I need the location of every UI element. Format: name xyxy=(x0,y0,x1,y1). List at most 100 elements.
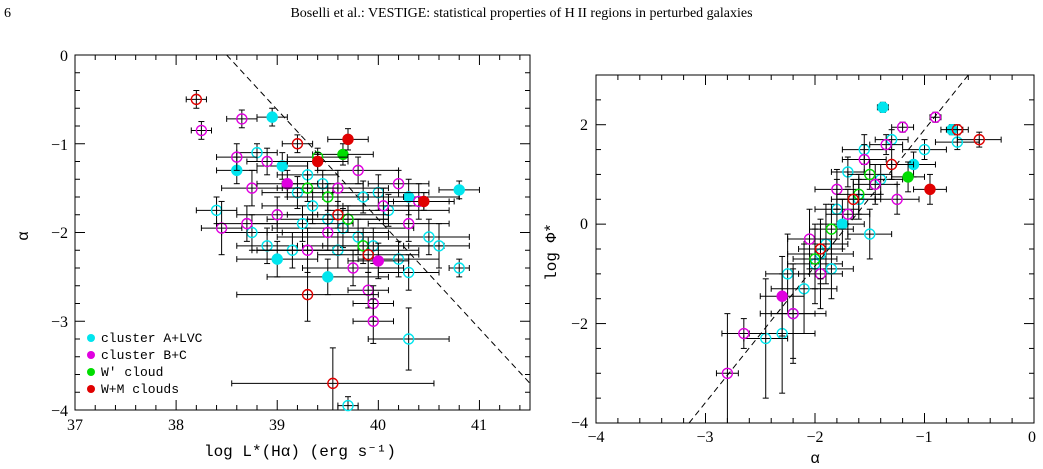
right-x-tick-1: −3 xyxy=(696,429,713,446)
legend: cluster A+LVC cluster B+C W' cloud W+M c… xyxy=(87,331,203,397)
legend-label-w-m-clouds: W+M clouds xyxy=(101,382,179,397)
right-x-tick-0: −4 xyxy=(587,429,604,446)
left-data-point xyxy=(322,271,334,283)
right-data-point xyxy=(864,228,876,240)
left-data-point xyxy=(347,262,359,274)
left-data-point xyxy=(392,253,405,265)
left-x-tick-1: 38 xyxy=(168,417,184,434)
left-data-point xyxy=(271,209,283,221)
left-data-point xyxy=(306,200,319,212)
left-data-point xyxy=(402,191,415,203)
right-data-point xyxy=(885,158,898,171)
right-y-tick-0: 2 xyxy=(580,117,588,134)
right-x-axis-label: α xyxy=(810,450,820,468)
left-y-axis-label: α xyxy=(15,231,33,241)
left-data-point xyxy=(392,177,405,190)
left-data-point xyxy=(342,133,354,146)
right-data-point xyxy=(951,123,964,136)
right-data-point xyxy=(825,223,838,235)
right-data-point xyxy=(836,218,849,230)
left-chart: 37 38 39 40 41 0 −1 −2 −3 −4 log L*(Hα) … xyxy=(15,48,531,461)
left-data-point xyxy=(322,191,334,203)
left-data-point xyxy=(322,226,334,239)
left-data-point xyxy=(327,377,339,390)
left-data-point xyxy=(291,186,304,199)
legend-label-cluster-a-lvc: cluster A+LVC xyxy=(101,331,203,346)
right-data-point xyxy=(973,133,985,146)
left-data-point xyxy=(402,266,415,279)
left-x-tick-2: 39 xyxy=(269,417,285,434)
right-ticks xyxy=(595,74,1035,424)
right-data-point xyxy=(877,101,889,114)
left-data-point xyxy=(453,184,465,196)
left-data-point xyxy=(377,200,390,212)
legend-marker-w-m-clouds xyxy=(87,385,95,393)
left-data-point xyxy=(332,209,344,221)
right-y-tick-1: 0 xyxy=(580,216,588,233)
right-data-point xyxy=(891,193,903,205)
left-x-tick-0: 37 xyxy=(67,417,83,434)
left-data-point xyxy=(271,253,283,265)
left-data-point xyxy=(433,240,445,252)
right-data-point xyxy=(918,143,931,156)
right-data-point xyxy=(776,290,788,302)
left-data-point xyxy=(352,164,364,177)
left-data-point xyxy=(362,248,374,261)
left-data-point xyxy=(301,182,314,194)
left-data-point xyxy=(337,148,349,161)
right-data-point xyxy=(738,327,750,340)
left-data-point xyxy=(301,288,314,301)
right-x-tick-4: 0 xyxy=(1028,429,1036,446)
left-ticks xyxy=(74,54,530,411)
right-data-point xyxy=(814,243,827,255)
left-data-point xyxy=(367,315,379,327)
right-y-axis-label: log Φ* xyxy=(543,223,561,281)
left-y-tick-3: −3 xyxy=(51,314,68,331)
left-y-tick-4: −4 xyxy=(51,403,68,420)
left-data-point xyxy=(311,155,324,168)
left-data-point xyxy=(372,255,385,267)
legend-label-cluster-b-c: cluster B+C xyxy=(101,348,187,363)
right-data-point xyxy=(924,183,936,196)
left-x-tick-3: 40 xyxy=(370,417,386,434)
right-data-point xyxy=(902,171,914,183)
right-data-point xyxy=(864,168,876,181)
right-x-tick-3: −1 xyxy=(915,429,932,446)
right-data-point xyxy=(896,121,909,133)
left-data-point xyxy=(246,182,258,194)
legend-marker-cluster-b-c xyxy=(87,351,95,359)
right-data-point xyxy=(787,307,799,320)
left-data-point xyxy=(261,240,273,252)
left-data-point xyxy=(261,155,273,168)
right-data-point xyxy=(929,111,942,123)
left-data-point xyxy=(195,124,208,137)
right-y-tick-2: −2 xyxy=(571,316,588,333)
right-data-points xyxy=(715,101,1002,424)
left-y-tick-0: 0 xyxy=(60,48,68,65)
left-data-point xyxy=(236,113,248,125)
right-data-point xyxy=(847,193,860,205)
left-data-point xyxy=(231,151,243,163)
left-data-point xyxy=(402,217,415,230)
right-chart: −4 −3 −2 −1 0 2 0 −2 −4 α log Φ* xyxy=(543,74,1036,468)
left-data-point xyxy=(291,138,304,150)
left-data-point xyxy=(453,262,465,274)
left-data-point xyxy=(281,177,294,190)
legend-label-w-prime-cloud: W' cloud xyxy=(101,365,163,380)
left-y-tick-1: −1 xyxy=(51,137,68,154)
running-head: Boselli et al.: VESTIGE: statistical pro… xyxy=(290,6,753,21)
left-y-tick-2: −2 xyxy=(51,225,68,242)
left-data-point xyxy=(342,213,354,225)
left-data-point xyxy=(342,399,354,412)
left-data-point xyxy=(418,195,430,208)
left-data-point xyxy=(241,217,253,230)
left-data-points xyxy=(185,90,480,412)
legend-marker-cluster-a-lvc xyxy=(87,334,95,342)
right-y-tick-3: −4 xyxy=(571,415,588,432)
legend-marker-w-prime-cloud xyxy=(87,368,95,376)
right-x-tick-2: −2 xyxy=(806,429,823,446)
left-data-point xyxy=(276,160,288,172)
left-data-point xyxy=(296,217,309,230)
left-x-tick-4: 41 xyxy=(471,417,487,434)
